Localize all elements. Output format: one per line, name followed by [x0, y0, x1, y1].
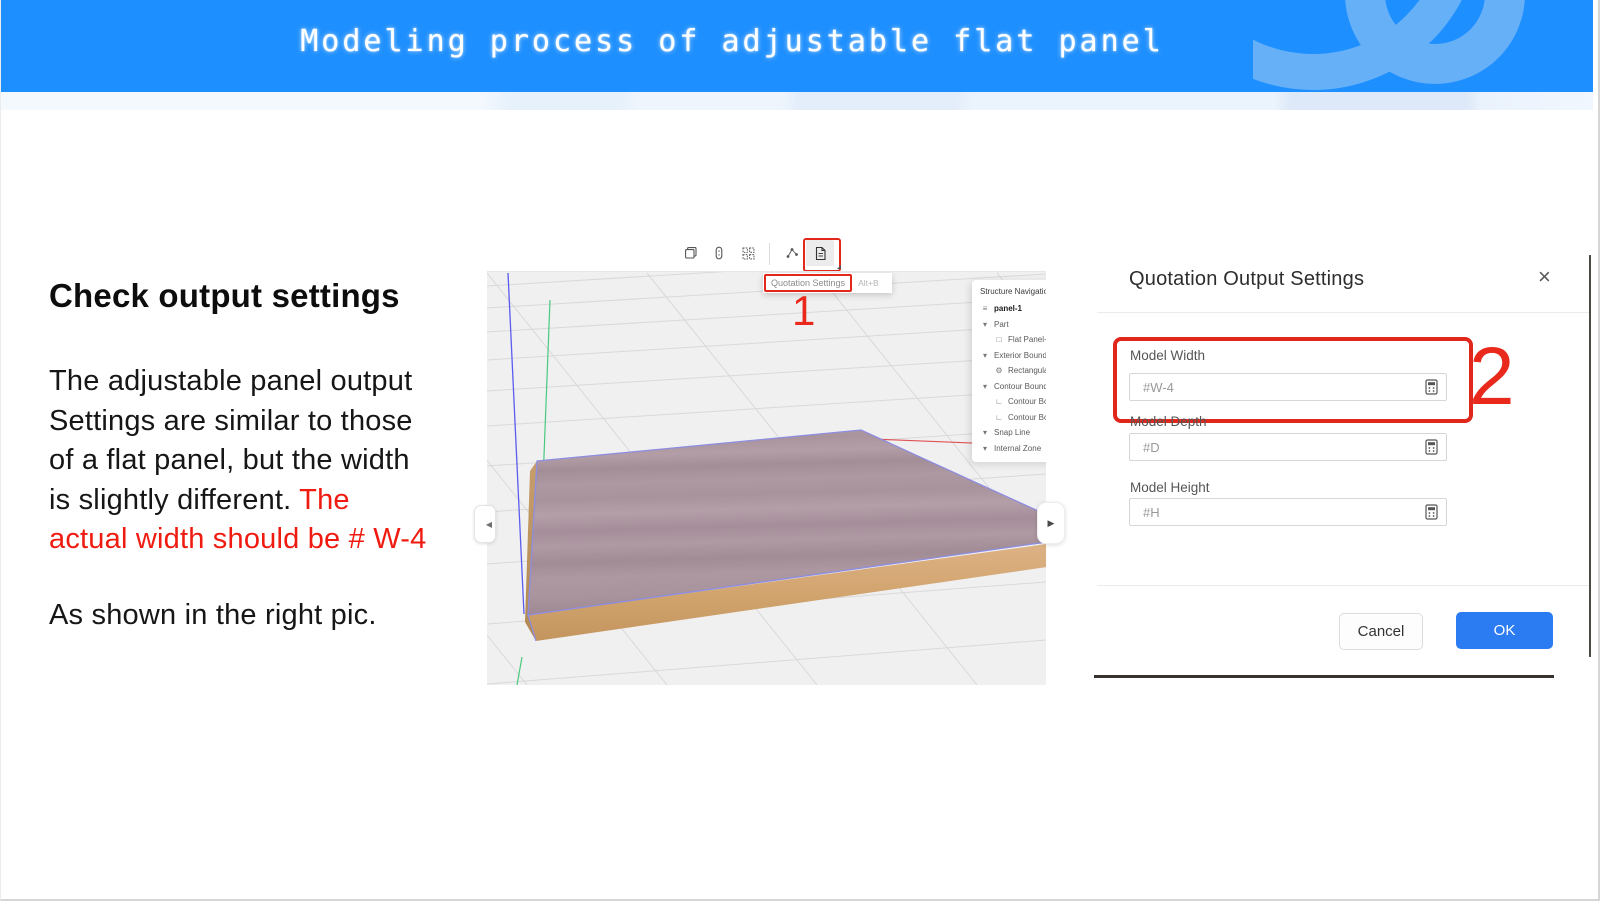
tree-item-part[interactable]: ▾ Part: [972, 317, 1046, 333]
model-depth-label: Model Depth: [1130, 414, 1207, 429]
document-icon[interactable]: [808, 241, 832, 265]
nodes-icon[interactable]: [780, 241, 804, 265]
structure-navigation-panel: Structure Navigation ↗ ≡ panel-1 ▾ Part …: [972, 280, 1046, 462]
dialog-footer-divider: [1097, 585, 1590, 586]
layers-icon: ≡: [982, 304, 988, 314]
dropdown-caret-icon: [837, 265, 841, 269]
chevron-down-icon[interactable]: ▾: [982, 381, 987, 391]
chevron-down-icon[interactable]: ▾: [982, 319, 987, 329]
z-axis-blue: [507, 272, 525, 615]
dialog-header-divider: [1097, 312, 1590, 313]
close-icon[interactable]: ×: [1538, 264, 1551, 289]
tree-item-panel-1[interactable]: ≡ panel-1: [972, 301, 1046, 317]
chevron-down-icon[interactable]: ▾: [982, 350, 987, 360]
dialog-title: Quotation Output Settings: [1129, 268, 1365, 290]
tree-item-contour-boundary-2[interactable]: ∟ Contour Bounda: [995, 412, 1046, 422]
grid-icon[interactable]: [736, 241, 760, 265]
collapse-left-panel-handle[interactable]: ◀: [474, 505, 496, 543]
lesson-line: is slightly different. The: [49, 483, 350, 516]
lesson-line-red: The: [299, 483, 350, 516]
contour-icon: ∟: [995, 412, 1003, 422]
tree-item-contour-boundary-1[interactable]: ∟ Contour Bounda: [995, 397, 1046, 407]
menu-item-shortcut: Alt+B: [858, 278, 879, 288]
gear-icon: ⚙: [995, 366, 1003, 376]
step1-highlight-box: [803, 238, 841, 272]
lesson-line: of a flat panel, but the width: [49, 444, 410, 476]
calculator-icon[interactable]: [1425, 504, 1438, 520]
screenshot-bottom-edge: [1094, 675, 1554, 678]
calculator-icon[interactable]: [1425, 379, 1438, 395]
ok-button[interactable]: OK: [1456, 612, 1553, 649]
lesson-closing-line: As shown in the right pic.: [49, 598, 377, 631]
tree-item-rectangular-bound[interactable]: ⚙ Rectangular Bou: [995, 366, 1046, 376]
quotation-settings-menu-item[interactable]: Quotation Settings Alt+B: [763, 273, 892, 293]
brand-logo: [1253, 0, 1525, 90]
model-height-input[interactable]: [1129, 498, 1447, 526]
lesson-line: Settings are similar to those: [49, 404, 413, 437]
panel-icon: □: [996, 335, 1002, 345]
contour-icon: ∟: [995, 397, 1003, 407]
calculator-icon[interactable]: [1425, 439, 1438, 455]
link-icon[interactable]: [707, 241, 731, 265]
viewport-3d-canvas[interactable]: Quotation Settings Alt+B 1 Structure Nav…: [487, 271, 1046, 685]
lesson-text-block: Check output settings The adjustable pan…: [49, 277, 494, 635]
model-width-input[interactable]: [1129, 373, 1447, 401]
step2-highlight-box: [1113, 337, 1473, 423]
structure-navigation-title: Structure Navigation: [980, 287, 1046, 296]
viewport-3d-scene: [487, 272, 1046, 685]
cube-icon[interactable]: [679, 241, 703, 265]
model-depth-input[interactable]: [1129, 433, 1447, 461]
lesson-heading: Check output settings: [49, 277, 400, 314]
expand-right-panel-handle[interactable]: ▶: [1037, 502, 1065, 544]
lesson-paragraph: The adjustable panel output Settings are…: [49, 362, 494, 635]
chevron-down-icon[interactable]: ▾: [982, 428, 987, 438]
expand-right-icon: ▶: [1047, 517, 1055, 528]
header-underline-strip: [1, 92, 1593, 110]
lesson-line-red: actual width should be # W-4: [49, 523, 427, 555]
tree-item-internal-zone[interactable]: ▾ Internal Zone: [972, 441, 1046, 457]
model-height-label: Model Height: [1130, 480, 1210, 495]
menu-label-highlight-box: Quotation Settings: [764, 274, 853, 292]
flat-panel-3d-model[interactable]: [525, 429, 1046, 642]
tree-item-flat-panel-1[interactable]: □ Flat Panel-1: [972, 332, 1046, 348]
tree-item-snap-line[interactable]: ▾ Snap Line: [972, 425, 1046, 441]
page-title: Modeling process of adjustable flat pane…: [300, 24, 1164, 59]
model-width-label: Model Width: [1130, 348, 1206, 363]
header-banner: Modeling process of adjustable flat pane…: [1, 0, 1593, 94]
chevron-down-icon[interactable]: ▾: [982, 443, 987, 453]
step-2-annotation: 2: [1469, 331, 1515, 422]
tree-item-contour-boundary[interactable]: ▾ Contour Boundary: [972, 379, 1046, 395]
toolbar-separator: [769, 243, 770, 265]
step-1-annotation: 1: [792, 287, 816, 334]
cancel-button[interactable]: Cancel: [1339, 613, 1423, 650]
lesson-line: The adjustable panel output: [49, 365, 413, 397]
tree-item-exterior-bound[interactable]: ▾ Exterior Bound: [972, 348, 1046, 364]
collapse-left-icon: ◀: [485, 519, 492, 529]
screenshot-right-edge: [1589, 255, 1591, 657]
menu-item-label: Quotation Settings: [771, 278, 846, 288]
